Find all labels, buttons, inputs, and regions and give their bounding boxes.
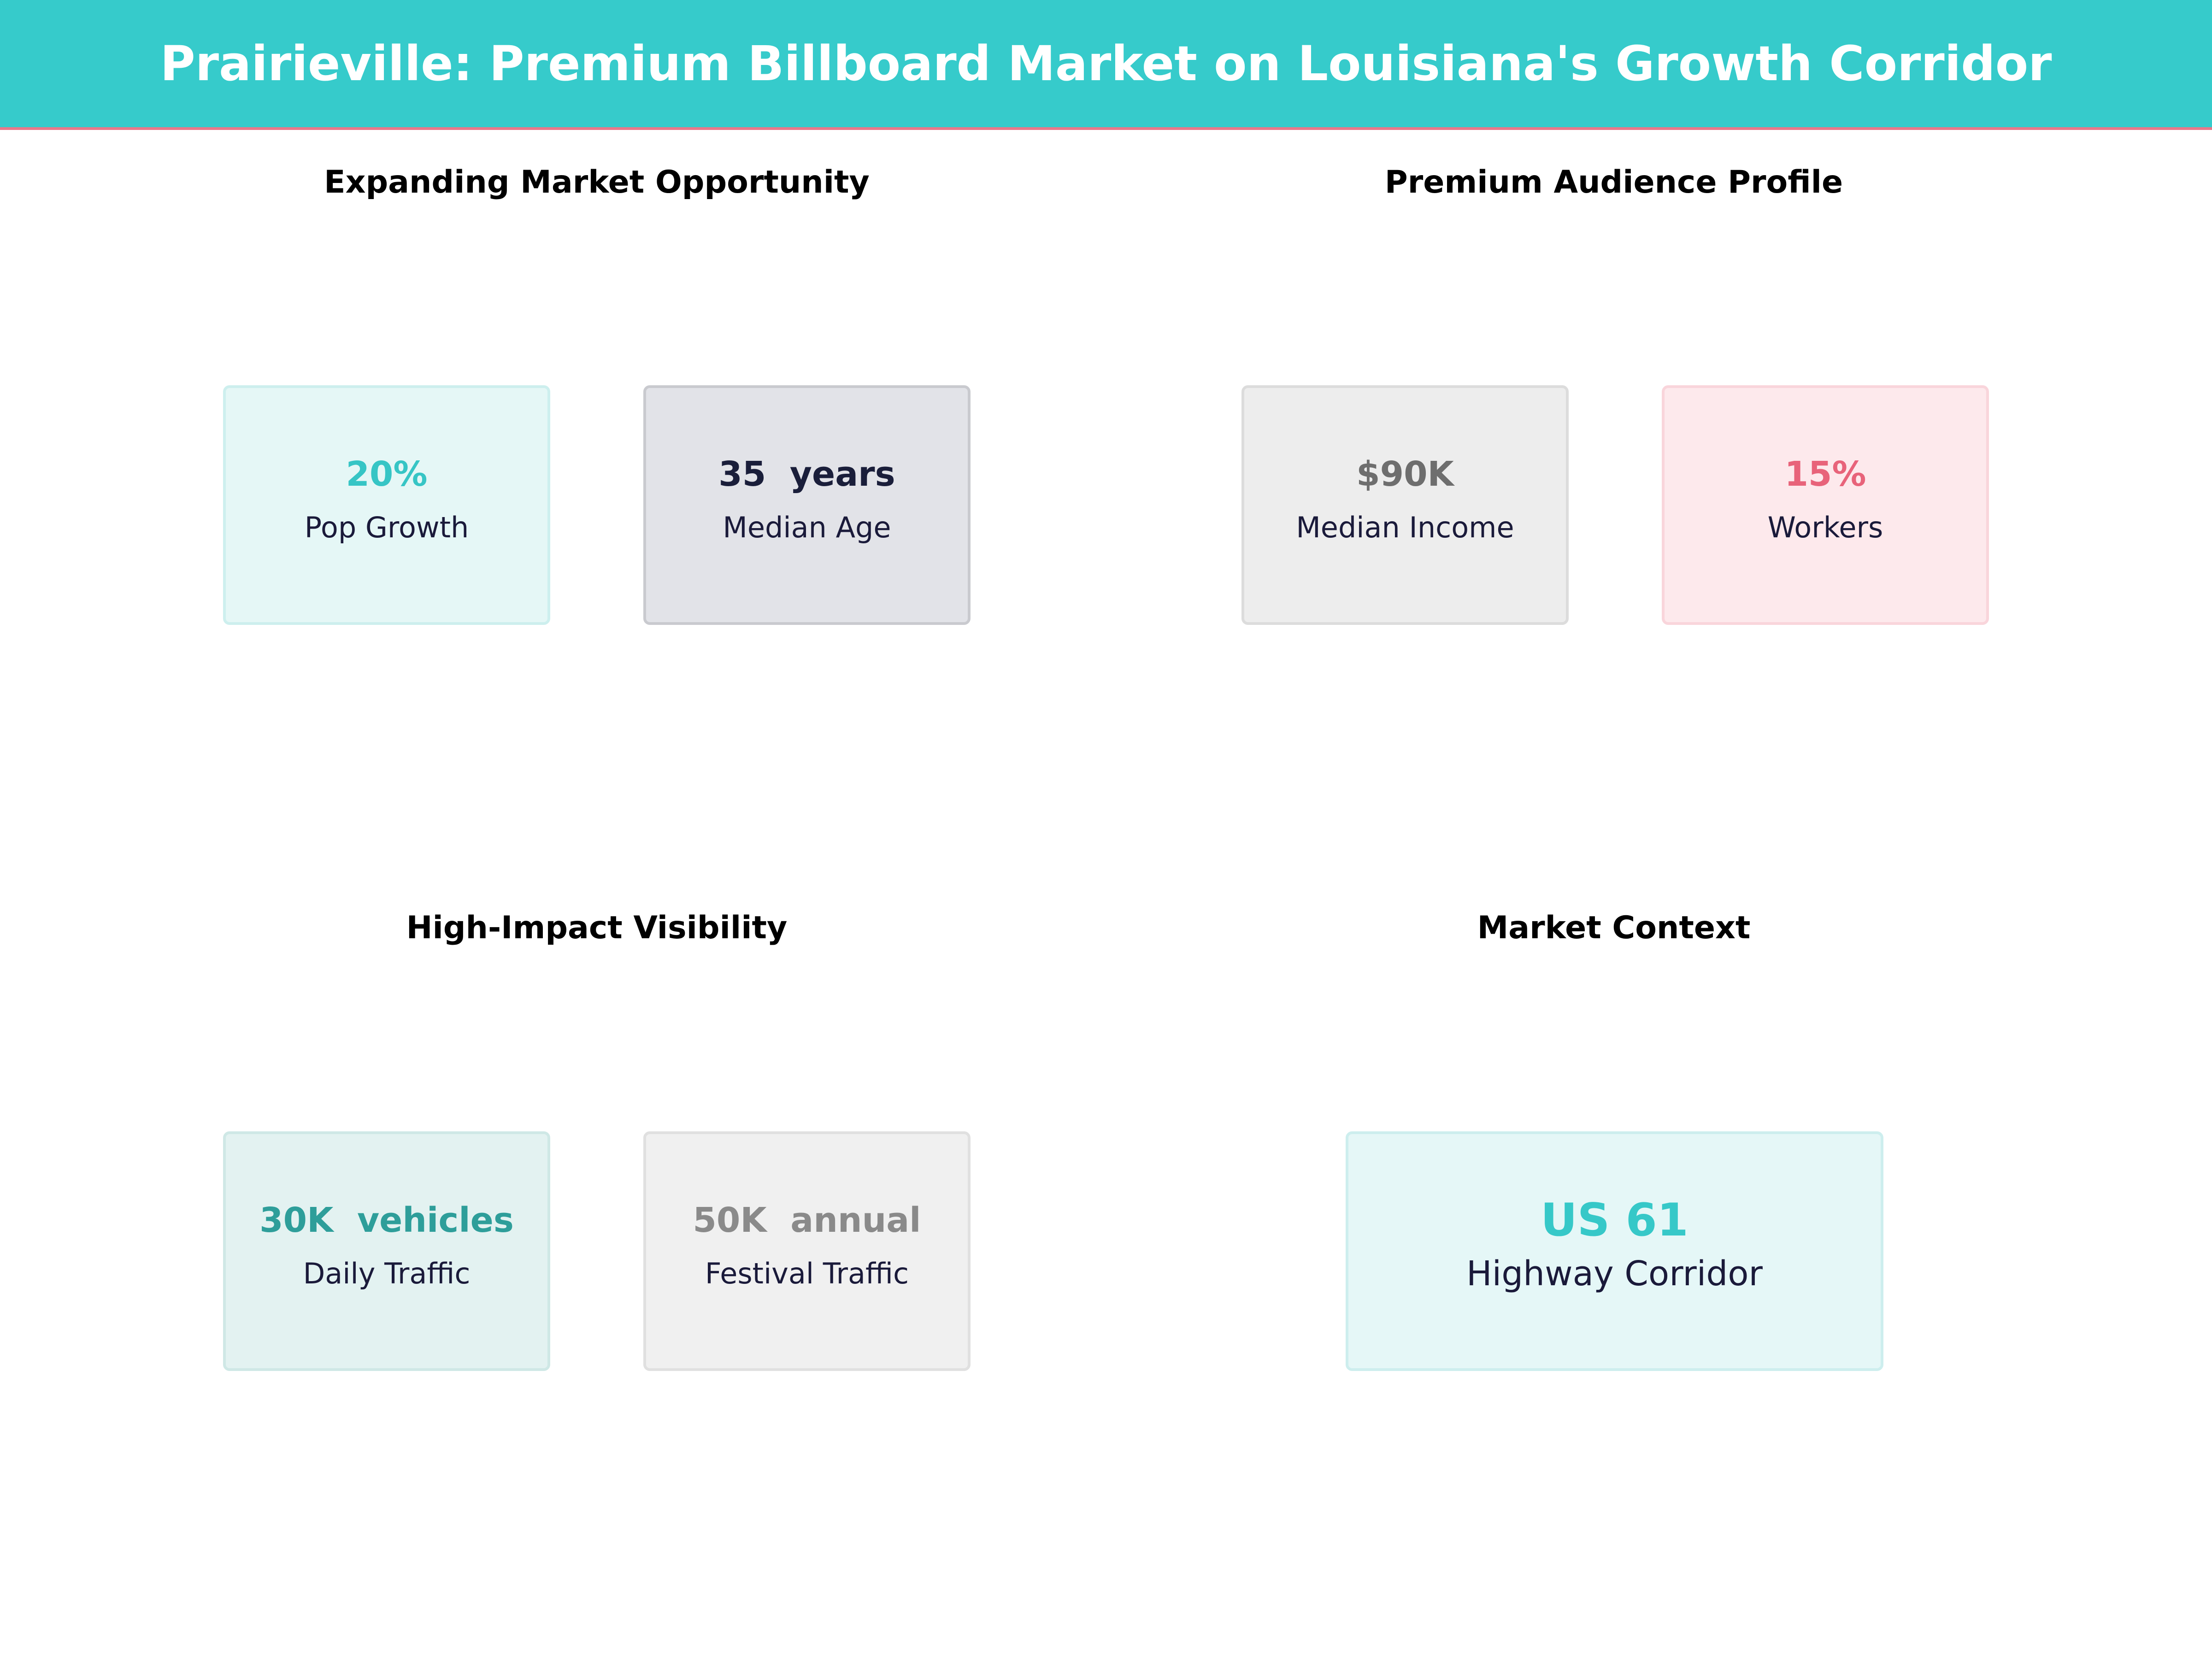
kpi-label: Festival Traffic xyxy=(705,1257,909,1290)
kpi-card: US 61 Highway Corridor xyxy=(1346,1131,1883,1371)
kpi-value: 35 years xyxy=(718,454,895,494)
kpi-card: 30K vehicles Daily Traffic xyxy=(223,1131,550,1371)
panel-title: Expanding Market Opportunity xyxy=(324,164,870,200)
kpi-card: 15% Workers xyxy=(1662,385,1989,625)
header: Prairieville: Premium Billboard Market o… xyxy=(0,0,2212,130)
kpi-card: 35 years Median Age xyxy=(643,385,971,625)
kpi-value: 30K vehicles xyxy=(259,1200,514,1240)
kpi-value: US 61 xyxy=(1541,1194,1688,1247)
panel-title: Premium Audience Profile xyxy=(1384,164,1843,200)
panel-title: High-Impact Visibility xyxy=(406,910,788,946)
kpi-label: Median Age xyxy=(723,511,891,544)
kpi-label: Pop Growth xyxy=(304,511,469,544)
page-title: Prairieville: Premium Billboard Market o… xyxy=(160,35,2052,92)
kpi-card: $90K Median Income xyxy=(1241,385,1569,625)
kpi-label: Workers xyxy=(1767,511,1883,544)
kpi-card: 50K annual Festival Traffic xyxy=(643,1131,971,1371)
kpi-label: Highway Corridor xyxy=(1466,1254,1763,1294)
kpi-card: 20% Pop Growth xyxy=(223,385,550,625)
kpi-value: $90K xyxy=(1356,454,1454,494)
panel-title: Market Context xyxy=(1477,910,1751,946)
kpi-label: Daily Traffic xyxy=(303,1257,471,1290)
kpi-value: 15% xyxy=(1784,454,1866,494)
kpi-label: Median Income xyxy=(1296,511,1514,544)
kpi-value: 20% xyxy=(346,454,428,494)
kpi-value: 50K annual xyxy=(693,1200,921,1240)
